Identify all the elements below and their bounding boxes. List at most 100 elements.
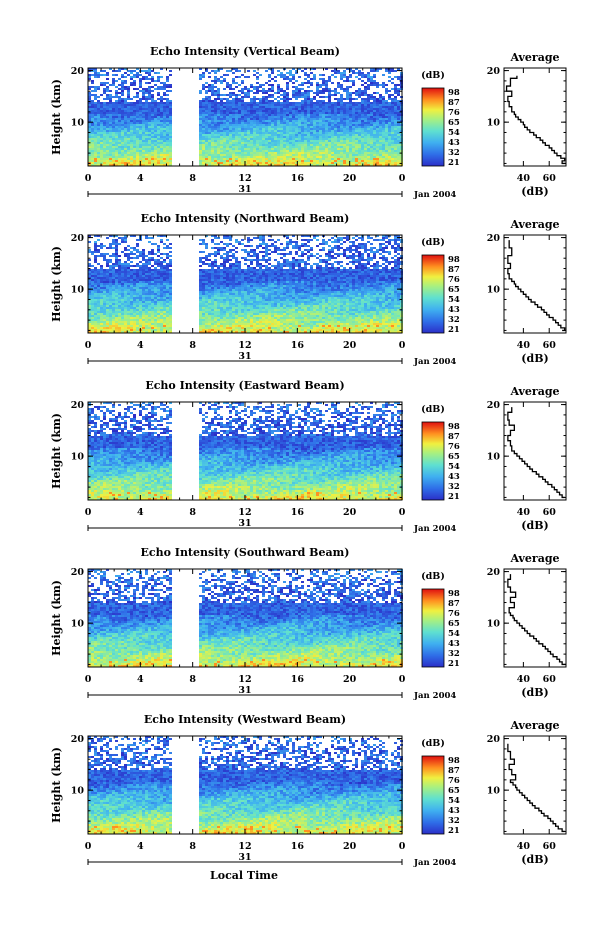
colorbar-tick-label: 43 — [448, 305, 460, 315]
colorbar — [422, 255, 444, 333]
x-tick-label: 0 — [85, 340, 92, 351]
y-axis-label: Height (km) — [50, 79, 63, 155]
colorbar-tick-label: 65 — [448, 619, 460, 629]
average-x-tick-label: 40 — [517, 674, 531, 685]
y-tick-label: 20 — [71, 734, 85, 745]
average-y-tick-label: 20 — [487, 400, 501, 411]
colorbar-tick-label: 87 — [448, 265, 460, 275]
colorbar-tick-label: 21 — [448, 158, 460, 168]
x-tick-label: 20 — [343, 841, 357, 852]
x-tick-label: 8 — [189, 674, 196, 685]
average-y-tick-label: 20 — [487, 66, 501, 77]
average-frame — [504, 235, 566, 333]
colorbar-tick-label: 43 — [448, 472, 460, 482]
colorbar — [422, 589, 444, 667]
colorbar-tick-label: 32 — [448, 649, 460, 659]
average-frame — [504, 68, 566, 166]
average-y-tick-label: 10 — [487, 118, 501, 129]
colorbar-tick-label: 65 — [448, 285, 460, 295]
x-tick-label: 0 — [85, 841, 92, 852]
x-tick-label: 16 — [291, 674, 305, 685]
colorbar-tick-label: 54 — [448, 629, 460, 639]
colorbar-tick-label: 54 — [448, 128, 460, 138]
x-tick-label: 20 — [343, 340, 357, 351]
date-day-label: 31 — [238, 852, 251, 863]
date-day-label: 31 — [238, 184, 251, 195]
y-tick-label: 10 — [71, 118, 85, 129]
x-tick-label: 0 — [399, 841, 406, 852]
y-tick-label: 20 — [71, 66, 85, 77]
x-tick-label: 0 — [399, 507, 406, 518]
average-y-tick-label: 10 — [487, 619, 501, 630]
x-tick-label: 16 — [291, 340, 305, 351]
panel-0: Echo Intensity (Vertical Beam)1020Height… — [50, 45, 566, 200]
x-tick-label: 8 — [189, 507, 196, 518]
average-x-tick-label: 60 — [543, 841, 557, 852]
colorbar-tick-label: 32 — [448, 482, 460, 492]
average-x-tick-label: 60 — [543, 507, 557, 518]
date-day-label: 31 — [238, 685, 251, 696]
x-tick-label: 0 — [399, 340, 406, 351]
y-tick-label: 20 — [71, 400, 85, 411]
colorbar-tick-label: 76 — [448, 108, 460, 118]
x-tick-label: 12 — [238, 340, 251, 351]
colorbar-tick-label: 21 — [448, 325, 460, 335]
colorbar-tick-label: 98 — [448, 88, 460, 98]
date-label: Jan 2004 — [413, 858, 456, 868]
y-axis-label: Height (km) — [50, 246, 63, 322]
colorbar-tick-label: 98 — [448, 589, 460, 599]
date-day-label: 31 — [238, 351, 251, 362]
heatmap-field — [88, 569, 403, 667]
colorbar — [422, 756, 444, 834]
data-gap — [174, 402, 198, 500]
x-tick-label: 16 — [291, 841, 305, 852]
colorbar-tick-label: 87 — [448, 432, 460, 442]
x-tick-label: 0 — [85, 674, 92, 685]
average-x-tick-label: 60 — [543, 340, 557, 351]
colorbar — [422, 88, 444, 166]
date-label: Jan 2004 — [413, 691, 456, 701]
average-y-tick-label: 10 — [487, 452, 501, 463]
average-title: Average — [509, 218, 559, 231]
average-y-tick-label: 20 — [487, 734, 501, 745]
colorbar-tick-label: 43 — [448, 639, 460, 649]
x-tick-label: 0 — [399, 173, 406, 184]
date-label: Jan 2004 — [413, 524, 456, 534]
colorbar-tick-label: 98 — [448, 756, 460, 766]
y-axis-label: Height (km) — [50, 580, 63, 656]
x-tick-label: 0 — [85, 507, 92, 518]
y-tick-label: 10 — [71, 619, 85, 630]
colorbar-tick-label: 87 — [448, 599, 460, 609]
colorbar-tick-label: 87 — [448, 766, 460, 776]
panel-title: Echo Intensity (Eastward Beam) — [145, 379, 344, 392]
data-gap — [174, 569, 198, 667]
average-title: Average — [509, 719, 559, 732]
colorbar-tick-label: 54 — [448, 462, 460, 472]
date-label: Jan 2004 — [413, 190, 456, 200]
x-tick-label: 12 — [238, 674, 251, 685]
colorbar-tick-label: 43 — [448, 138, 460, 148]
y-tick-label: 20 — [71, 233, 85, 244]
average-xlabel: (dB) — [521, 853, 548, 866]
x-tick-label: 4 — [137, 841, 144, 852]
colorbar-tick-label: 98 — [448, 255, 460, 265]
average-y-tick-label: 20 — [487, 567, 501, 578]
average-x-tick-label: 40 — [517, 173, 531, 184]
x-tick-label: 4 — [137, 507, 144, 518]
colorbar-tick-label: 76 — [448, 275, 460, 285]
panel-2: Echo Intensity (Eastward Beam)1020Height… — [50, 379, 566, 534]
x-tick-label: 8 — [189, 173, 196, 184]
x-tick-label: 4 — [137, 340, 144, 351]
panel-4: Echo Intensity (Westward Beam)1020Height… — [50, 713, 566, 868]
x-tick-label: 8 — [189, 841, 196, 852]
colorbar-unit: (dB) — [421, 237, 445, 248]
colorbar-tick-label: 65 — [448, 786, 460, 796]
heatmap-field — [88, 68, 403, 166]
x-tick-label: 20 — [343, 674, 357, 685]
date-day-label: 31 — [238, 518, 251, 529]
x-tick-label: 12 — [238, 841, 251, 852]
average-x-tick-label: 40 — [517, 841, 531, 852]
colorbar-tick-label: 21 — [448, 659, 460, 669]
colorbar-tick-label: 43 — [448, 806, 460, 816]
